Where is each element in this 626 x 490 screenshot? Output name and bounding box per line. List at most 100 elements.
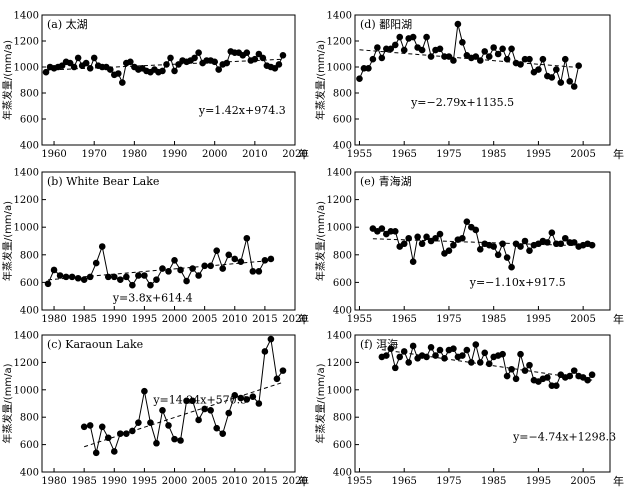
x-tick-label: 2005 <box>192 476 217 487</box>
data-point <box>171 435 178 443</box>
data-point <box>575 62 582 69</box>
data-point <box>86 273 94 281</box>
x-tick-label: 1990 <box>102 476 127 487</box>
data-point <box>219 265 227 272</box>
data-point <box>445 247 453 254</box>
x-tick-label: 2010 <box>242 149 267 160</box>
data-point <box>243 234 251 242</box>
data-point <box>400 240 408 248</box>
data-point <box>141 272 148 279</box>
data-point <box>450 241 457 249</box>
data-point <box>450 345 457 353</box>
data-point <box>215 66 222 73</box>
data-point <box>165 422 172 429</box>
data-point <box>255 400 263 407</box>
data-point <box>570 239 578 246</box>
data-point <box>171 67 178 75</box>
data-point <box>588 371 596 379</box>
data-point <box>476 245 484 253</box>
data-point <box>147 419 154 426</box>
data-point <box>436 346 444 354</box>
y-tick-label: 1400 <box>327 168 352 179</box>
data-point <box>418 46 426 54</box>
x-tick-label: 1990 <box>102 314 127 325</box>
data-point <box>98 243 106 250</box>
data-point <box>110 448 118 455</box>
trend-equation: y=−1.10x+917.5 <box>469 276 566 289</box>
data-point <box>436 45 444 53</box>
data-point <box>374 44 381 51</box>
y-tick-label: 600 <box>333 440 352 451</box>
data-point <box>468 359 475 366</box>
data-point <box>561 234 569 242</box>
trend-equation: y=14.24x+570.3 <box>152 393 247 406</box>
y-tick-label: 1000 <box>327 63 352 74</box>
data-point <box>584 376 591 384</box>
data-point <box>223 59 231 67</box>
data-point <box>557 240 565 248</box>
y-tick-label: 1200 <box>327 37 352 48</box>
data-point <box>251 55 259 63</box>
data-point <box>62 273 70 281</box>
data-point <box>147 281 154 289</box>
data-point <box>189 265 196 272</box>
data-point <box>153 276 160 283</box>
y-tick-label: 600 <box>333 115 352 126</box>
x-unit-label: 年 <box>613 147 624 161</box>
data-point <box>566 372 574 380</box>
data-point <box>503 55 511 63</box>
data-point <box>86 65 94 72</box>
data-point <box>44 280 52 288</box>
data-point <box>261 348 269 355</box>
data-point <box>463 218 471 225</box>
data-point <box>249 393 257 400</box>
data-point <box>557 79 565 86</box>
data-point <box>279 367 287 374</box>
y-tick-label: 1000 <box>327 385 352 396</box>
data-point <box>82 59 90 67</box>
data-point <box>80 276 88 283</box>
data-point <box>369 55 377 63</box>
data-point <box>494 50 502 58</box>
y-tick-label: 1400 <box>327 331 352 342</box>
data-point <box>68 273 76 281</box>
data-point <box>213 247 220 254</box>
x-unit-label: 年 <box>613 474 624 488</box>
data-point <box>436 230 444 238</box>
x-tick-label: 1980 <box>41 476 66 487</box>
data-point <box>135 272 142 279</box>
panel-title: (d) 鄱阳湖 <box>360 18 412 31</box>
data-point <box>405 359 412 366</box>
data-point <box>423 33 430 41</box>
y-tick-label: 1000 <box>14 223 39 234</box>
y-axis-label: 年蒸发量/(mm/a) <box>1 40 14 120</box>
y-tick-label: 1400 <box>327 11 352 22</box>
x-tick-label: 1975 <box>436 476 461 487</box>
data-point <box>243 49 251 56</box>
data-point <box>508 45 515 53</box>
data-point <box>104 273 112 281</box>
data-point <box>485 53 493 60</box>
plot-frame <box>354 171 611 311</box>
x-tick-label: 2020 <box>282 149 307 160</box>
x-tick-label: 1965 <box>391 149 416 160</box>
x-unit-label: 年 <box>613 312 624 326</box>
trend-equation: y=3.8x+614.4 <box>112 291 193 304</box>
data-point <box>207 262 214 270</box>
data-point <box>553 66 560 73</box>
x-tick-label: 1955 <box>347 314 372 325</box>
data-point <box>267 255 275 263</box>
data-point <box>191 54 198 62</box>
data-point <box>472 53 480 60</box>
y-tick-label: 800 <box>20 413 39 424</box>
data-point <box>414 233 421 241</box>
data-point <box>517 243 524 250</box>
x-tick-label: 1985 <box>71 476 96 487</box>
data-point <box>141 387 148 395</box>
data-point <box>588 241 596 249</box>
y-axis-label: 年蒸发量/(mm/a) <box>1 201 14 281</box>
y-tick-label: 800 <box>20 250 39 261</box>
data-point <box>365 65 372 72</box>
panel-d: 400 600 800 1000 1200 1400 1955 1965 1975 1985 199… <box>314 11 624 162</box>
y-tick-label: 600 <box>333 278 352 289</box>
